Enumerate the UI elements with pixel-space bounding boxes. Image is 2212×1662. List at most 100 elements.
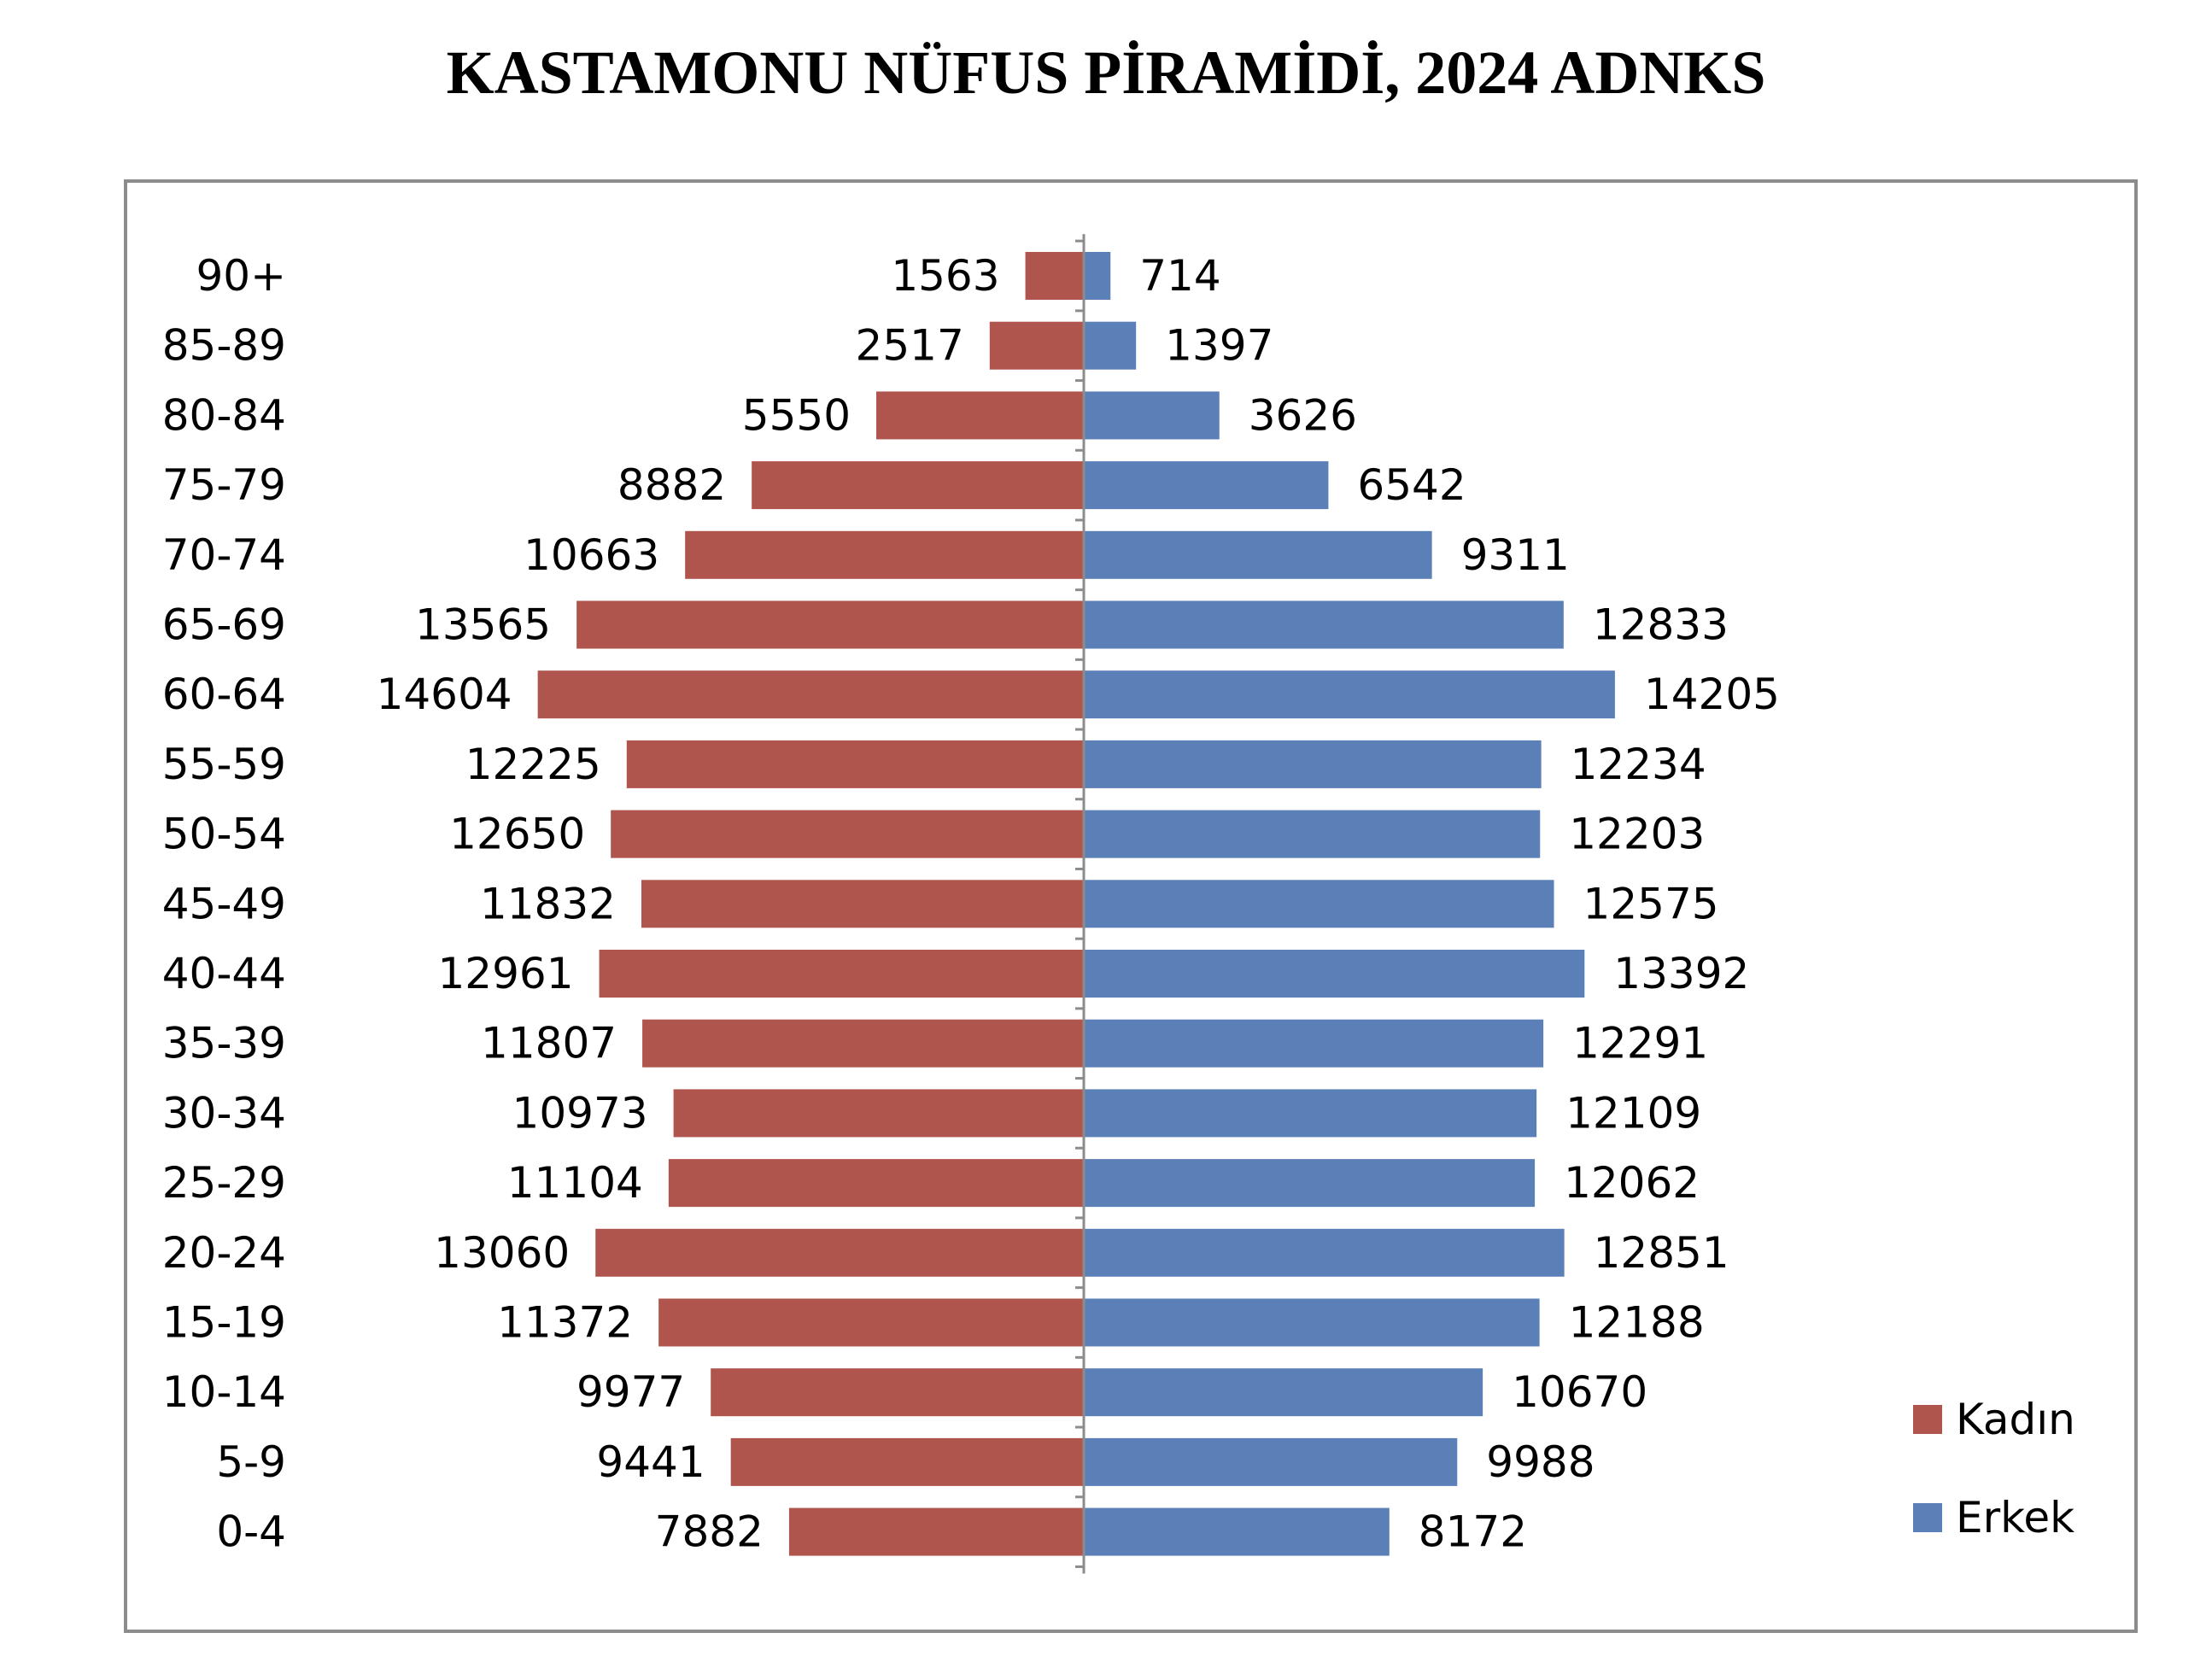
value-label-erkek: 10670 (1512, 1367, 1647, 1417)
bar-kadin (989, 321, 1084, 370)
value-label-kadin: 2517 (856, 321, 964, 371)
value-label-kadin: 1563 (891, 251, 999, 301)
value-label-kadin: 13060 (434, 1228, 570, 1278)
bar-kadin (611, 810, 1084, 858)
bar-kadin (711, 1368, 1084, 1417)
value-label-erkek: 6542 (1357, 460, 1466, 510)
bar-kadin (641, 880, 1084, 928)
value-label-kadin: 13565 (415, 600, 551, 650)
value-label-erkek: 12188 (1569, 1298, 1705, 1348)
bar-kadin (752, 461, 1084, 510)
chart-title: KASTAMONU NÜFUS PİRAMİDİ, 2024 ADNKS (446, 38, 1766, 107)
value-label-kadin: 11104 (507, 1158, 643, 1208)
value-label-kadin: 11372 (497, 1298, 633, 1348)
value-label-erkek: 714 (1139, 251, 1220, 301)
bar-erkek (1084, 461, 1329, 510)
bar-erkek (1084, 740, 1542, 788)
value-label-kadin: 10973 (512, 1088, 648, 1138)
bar-erkek (1084, 670, 1615, 719)
age-group-label: 80-84 (162, 390, 286, 440)
value-label-erkek: 9988 (1486, 1437, 1595, 1487)
bar-kadin (685, 530, 1084, 579)
value-label-erkek: 9311 (1461, 530, 1570, 580)
bar-erkek (1084, 252, 1111, 300)
bar-erkek (1084, 391, 1220, 440)
bar-erkek (1084, 880, 1554, 928)
bar-kadin (876, 391, 1084, 440)
age-group-label: 75-79 (162, 460, 286, 510)
age-group-label: 10-14 (162, 1367, 286, 1417)
bar-kadin (788, 1507, 1084, 1556)
bars-group (537, 252, 1615, 1556)
value-label-kadin: 9441 (596, 1437, 705, 1487)
age-group-label: 90+ (196, 251, 286, 301)
bar-kadin (599, 950, 1084, 998)
value-label-kadin: 12225 (465, 740, 601, 789)
age-group-label: 85-89 (162, 321, 286, 371)
bar-kadin (595, 1228, 1084, 1277)
value-label-erkek: 12575 (1583, 879, 1719, 928)
age-group-label: 55-59 (162, 740, 286, 789)
value-label-kadin: 8882 (617, 460, 726, 510)
bar-erkek (1084, 1437, 1458, 1486)
value-label-erkek: 8172 (1419, 1507, 1527, 1557)
bar-erkek (1084, 1228, 1565, 1277)
age-group-label: 70-74 (162, 530, 286, 580)
bar-erkek (1084, 600, 1564, 649)
value-label-erkek: 12234 (1571, 740, 1706, 789)
value-label-erkek: 12062 (1564, 1158, 1700, 1208)
bar-erkek (1084, 810, 1541, 858)
legend-label-erkek: Erkek (1956, 1493, 2074, 1542)
value-label-erkek: 12203 (1569, 810, 1705, 859)
bar-erkek (1084, 1019, 1544, 1068)
age-group-label: 0-4 (216, 1507, 286, 1557)
age-group-label: 35-39 (162, 1019, 286, 1068)
legend-swatch-erkek (1913, 1503, 1942, 1532)
bar-erkek (1084, 321, 1137, 370)
value-label-kadin: 10663 (524, 530, 659, 580)
value-label-kadin: 7882 (655, 1507, 764, 1557)
value-label-kadin: 5550 (742, 390, 851, 440)
labels-group: 90+ 1563 714 85-89 2517 1397 80-84 5550 3626 75-7… (162, 251, 1780, 1557)
bar-erkek (1084, 1298, 1540, 1347)
bar-erkek (1084, 1368, 1483, 1417)
bar-kadin (642, 1019, 1084, 1068)
bar-erkek (1084, 950, 1585, 998)
age-group-label: 60-64 (162, 670, 286, 719)
age-group-label: 30-34 (162, 1088, 286, 1138)
center-axis (1075, 234, 1086, 1574)
legend-label-kadin: Kadın (1956, 1395, 2075, 1444)
bar-kadin (673, 1089, 1084, 1138)
bar-kadin (658, 1298, 1084, 1347)
value-label-erkek: 14205 (1644, 670, 1780, 719)
value-label-kadin: 11832 (480, 879, 616, 928)
age-group-label: 15-19 (162, 1298, 286, 1348)
bar-kadin (668, 1159, 1084, 1208)
age-group-label: 45-49 (162, 879, 286, 928)
bar-kadin (730, 1437, 1084, 1486)
value-label-erkek: 12291 (1572, 1019, 1708, 1068)
value-label-kadin: 14604 (377, 670, 512, 719)
value-label-erkek: 1397 (1165, 321, 1273, 371)
value-label-erkek: 12851 (1594, 1228, 1729, 1278)
bar-erkek (1084, 1507, 1390, 1556)
age-group-label: 25-29 (162, 1158, 286, 1208)
value-label-kadin: 12650 (449, 810, 585, 859)
bar-kadin (626, 740, 1084, 788)
age-group-label: 5-9 (216, 1437, 286, 1487)
legend: Kadın Erkek (1913, 1395, 2075, 1542)
bar-kadin (1025, 252, 1084, 300)
value-label-erkek: 13392 (1613, 949, 1749, 998)
value-label-erkek: 3626 (1249, 390, 1357, 440)
value-label-erkek: 12109 (1565, 1088, 1701, 1138)
age-group-label: 20-24 (162, 1228, 286, 1278)
age-group-label: 50-54 (162, 810, 286, 859)
age-group-label: 65-69 (162, 600, 286, 650)
legend-swatch-kadin (1913, 1405, 1942, 1434)
age-group-label: 40-44 (162, 949, 286, 998)
bar-erkek (1084, 1089, 1537, 1138)
bar-kadin (537, 670, 1084, 719)
value-label-erkek: 12833 (1593, 600, 1729, 650)
value-label-kadin: 12961 (438, 949, 574, 998)
